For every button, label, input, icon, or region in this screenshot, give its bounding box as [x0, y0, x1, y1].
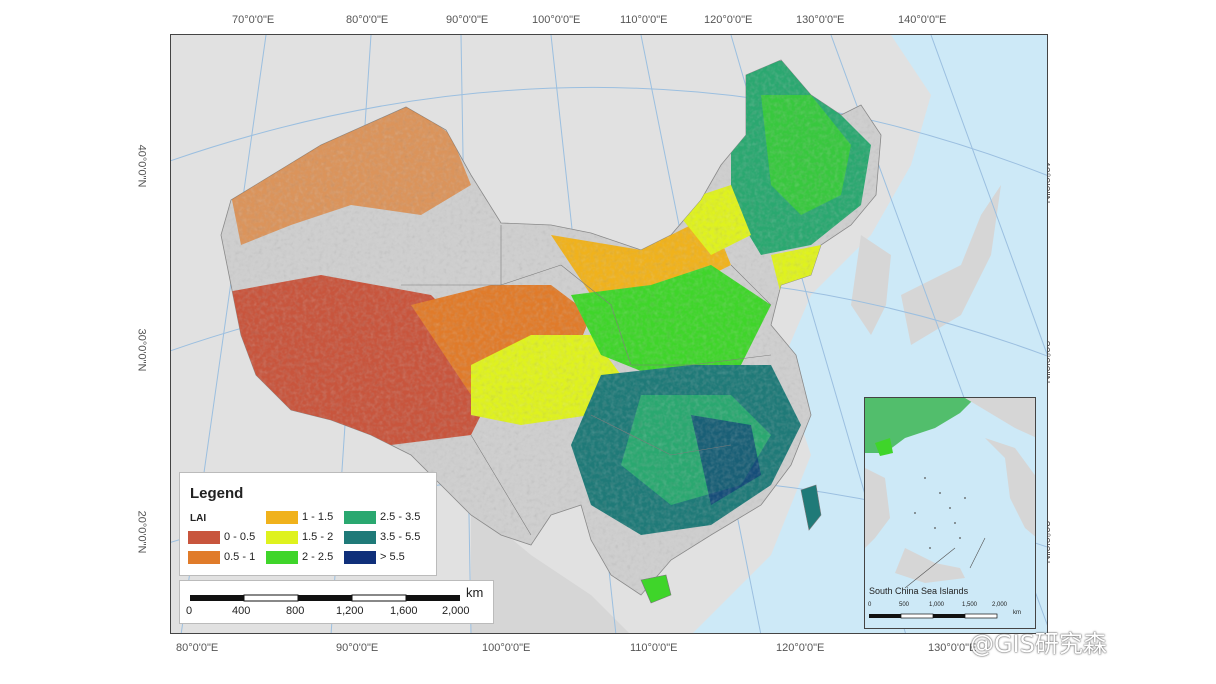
inset-tick-0: 0 [868, 602, 872, 608]
korea-japan-land [851, 185, 1001, 345]
lon-label-top-70: 70°0'0"E [232, 14, 275, 26]
lon-label-bottom-110: 110°0'0"E [630, 642, 678, 654]
hainan-island [640, 574, 672, 604]
legend-label-2: 1 - 1.5 [302, 511, 334, 523]
lon-label-top-90: 90°0'0"E [446, 14, 489, 26]
legend-label-3: 1.5 - 2 [302, 531, 334, 543]
lon-label-top-140: 140°0'0"E [898, 14, 947, 26]
inset-title: South China Sea Islands [869, 586, 969, 596]
legend-label-7: > 5.5 [380, 551, 405, 563]
map-legend: Legend LAI 0 - 0.5 0.5 - 1 1 - 1.5 1.5 -… [179, 472, 437, 576]
lon-label-bottom-120: 120°0'0"E [776, 642, 825, 654]
map-frame [170, 34, 1048, 634]
scale-tick-1: 400 [232, 605, 251, 617]
legend-swatch-5 [344, 511, 376, 524]
lon-label-top-120: 120°0'0"E [704, 14, 753, 26]
legend-label-4: 2 - 2.5 [302, 551, 334, 563]
lon-label-bottom-130: 130°0'0"E [928, 642, 977, 654]
legend-swatch-0 [188, 531, 220, 544]
south-land [471, 505, 629, 633]
scale-tick-5: 2,000 [442, 605, 470, 617]
province-boundaries [401, 225, 772, 536]
inset-unit: km [1013, 610, 1021, 616]
legend-swatch-7 [344, 551, 376, 564]
legend-swatch-1 [188, 551, 220, 564]
legend-label-0: 0 - 0.5 [224, 531, 256, 543]
lat-label-left-40: 40°0'0"N [135, 144, 148, 188]
lon-label-bottom-90: 90°0'0"E [336, 642, 379, 654]
map-canvas [171, 35, 1047, 633]
lon-label-top-110: 110°0'0"E [620, 14, 668, 26]
lat-label-left-30: 30°0'0"N [135, 328, 148, 372]
inset-canvas [865, 398, 1035, 628]
scale-tick-4: 1,600 [390, 605, 418, 617]
legend-swatch-6 [344, 531, 376, 544]
taiwan-island [800, 484, 822, 531]
scale-unit: km [466, 585, 484, 600]
scale-tick-2: 800 [286, 605, 305, 617]
scale-tick-0: 0 [186, 605, 193, 617]
lon-label-top-100: 100°0'0"E [532, 14, 581, 26]
inset-tick-3: 1,500 [962, 602, 978, 608]
lai-regions [221, 60, 881, 595]
scale-tick-3: 1,200 [336, 605, 364, 617]
lat-label-left-20: 20°0'0"N [135, 510, 148, 554]
inset-tick-2: 1,000 [929, 602, 945, 608]
legend-label-1: 0.5 - 1 [224, 551, 256, 563]
inset-map: South China Sea Islands 0 500 1,000 1,50… [864, 397, 1036, 629]
lon-label-top-80: 80°0'0"E [346, 14, 389, 26]
legend-title: Legend [190, 485, 244, 502]
watermark: @GIS研究森 [970, 630, 1107, 658]
legend-label-6: 3.5 - 5.5 [380, 531, 421, 543]
legend-swatch-4 [266, 551, 298, 564]
legend-variable-label: LAI [190, 513, 207, 524]
inset-scale-bar [869, 613, 998, 619]
legend-swatch-2 [266, 511, 298, 524]
scale-bar-graphic [190, 594, 460, 602]
lon-label-top-130: 130°0'0"E [796, 14, 845, 26]
scale-bar: km 0 400 800 1,200 1,600 2,000 [179, 580, 494, 624]
lon-label-bottom-100: 100°0'0"E [482, 642, 531, 654]
legend-label-5: 2.5 - 3.5 [380, 511, 421, 523]
inset-tick-4: 2,000 [992, 602, 1008, 608]
lon-label-bottom-80: 80°0'0"E [176, 642, 219, 654]
legend-swatch-3 [266, 531, 298, 544]
inset-tick-1: 500 [899, 602, 910, 608]
